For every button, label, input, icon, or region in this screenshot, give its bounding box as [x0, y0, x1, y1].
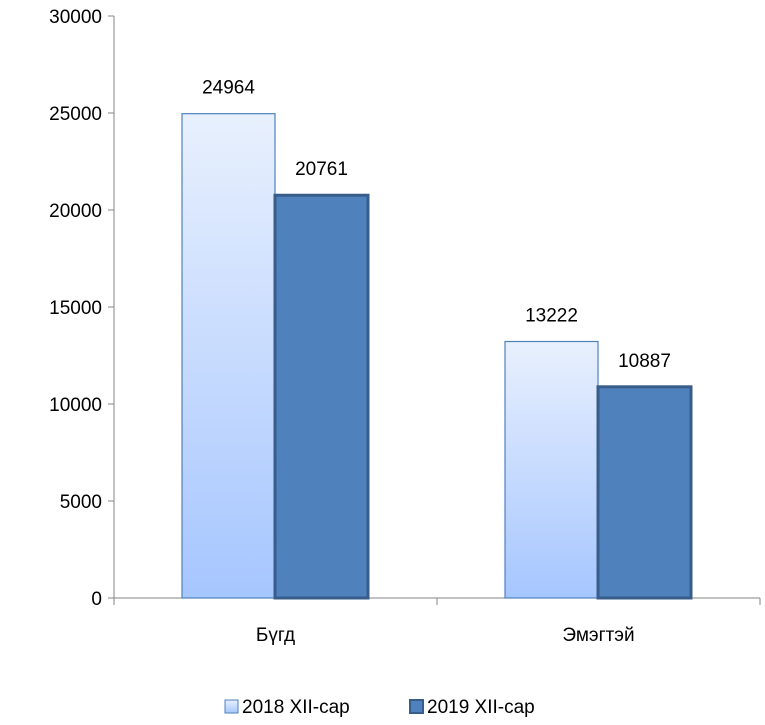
- y-tick-label: 25000: [49, 104, 102, 125]
- y-tick-label: 5000: [60, 492, 102, 513]
- data-label: 20761: [295, 159, 348, 180]
- y-tick-label: 20000: [49, 201, 102, 222]
- y-tick-label: 0: [91, 589, 102, 610]
- x-category-label: Эмэгтэй: [562, 625, 634, 646]
- y-tick-label: 10000: [49, 395, 102, 416]
- data-label: 24964: [202, 78, 255, 99]
- data-label: 10887: [618, 351, 671, 372]
- bar-series-2: [273, 193, 370, 600]
- bar-series-1: [181, 113, 276, 599]
- legend-label: 2018 XII-сар: [242, 697, 350, 718]
- data-label: 13222: [525, 305, 578, 326]
- legend-swatch: [409, 699, 424, 714]
- x-category-label: Бүгд: [256, 625, 295, 646]
- y-tick-label: 15000: [49, 298, 102, 319]
- bar-series-1: [504, 340, 599, 599]
- legend-label: 2019 XII-сар: [427, 697, 535, 718]
- bar-series-2: [596, 385, 693, 600]
- legend: 2018 XII-сар 2019 XII-сар: [224, 697, 535, 718]
- y-tick-label: 30000: [49, 7, 102, 28]
- data-labels: 24964 13222 20761 10887: [202, 78, 671, 372]
- bars: [181, 113, 693, 600]
- x-axis: Бүгд Эмэгтэй: [113, 597, 761, 646]
- legend-swatch: [224, 699, 239, 714]
- y-axis: 0 5000 10000 15000 20000 25000 30000: [49, 7, 115, 610]
